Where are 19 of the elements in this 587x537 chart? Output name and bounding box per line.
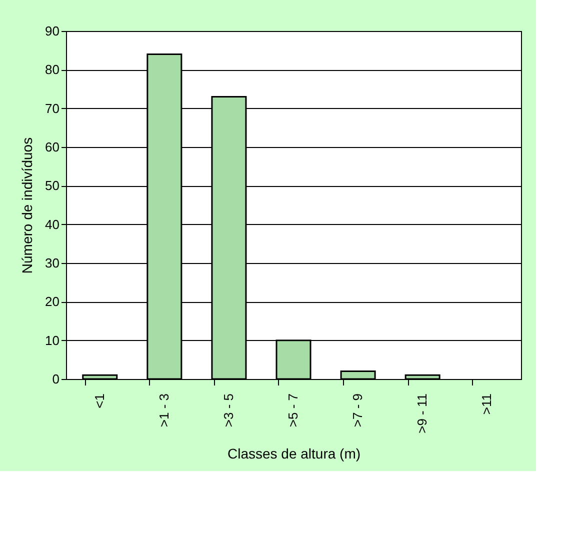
y-tick-label: 80: [45, 62, 60, 78]
x-tick-label: >5 - 7: [286, 394, 300, 428]
y-tick-label: 20: [45, 294, 60, 310]
y-tick-label: 10: [45, 332, 60, 348]
y-tick-label: 90: [45, 24, 60, 38]
x-tick-label: >7 - 9: [350, 394, 366, 428]
y-tick-label: 60: [45, 140, 60, 154]
y-tick-label: 30: [45, 256, 60, 270]
y-tick-label: 0: [52, 372, 60, 386]
x-tick-label: >3 - 5: [220, 394, 236, 428]
y-tick-label: 70: [45, 100, 60, 116]
y-axis-title: Número de indivíduos: [19, 137, 36, 274]
y-tick-label: 40: [45, 216, 60, 232]
x-tick-label: >11: [479, 394, 494, 415]
x-axis-title: Classes de altura (m): [227, 445, 361, 462]
x-tick-label: >9 - 11: [414, 394, 430, 434]
y-tick-label: 50: [45, 178, 60, 194]
x-tick-label: >1 - 3: [156, 394, 172, 428]
x-tick-label: <1: [92, 394, 107, 408]
